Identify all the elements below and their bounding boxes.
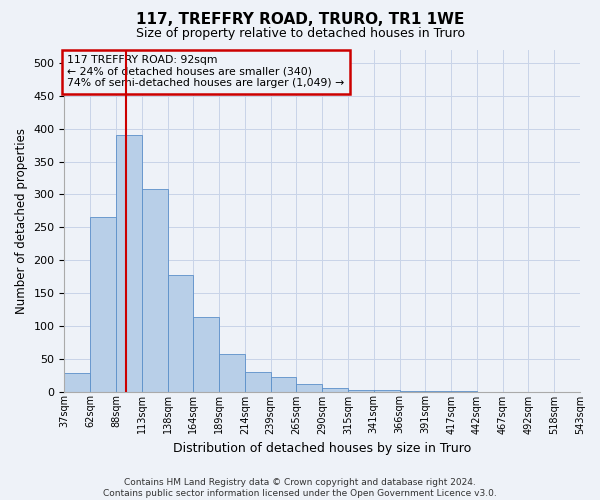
Bar [425, 391, 451, 392]
Bar [116, 136, 142, 392]
Text: 117 TREFFRY ROAD: 92sqm
← 24% of detached houses are smaller (340)
74% of semi-d: 117 TREFFRY ROAD: 92sqm ← 24% of detache… [67, 55, 344, 88]
Bar [322, 388, 348, 392]
Bar [348, 390, 374, 392]
Bar [64, 373, 90, 392]
Bar [296, 384, 322, 392]
Text: Contains HM Land Registry data © Crown copyright and database right 2024.
Contai: Contains HM Land Registry data © Crown c… [103, 478, 497, 498]
Bar [90, 218, 116, 392]
Bar [142, 189, 167, 392]
Bar [374, 390, 400, 392]
X-axis label: Distribution of detached houses by size in Truro: Distribution of detached houses by size … [173, 442, 472, 455]
Bar [167, 274, 193, 392]
Y-axis label: Number of detached properties: Number of detached properties [15, 128, 28, 314]
Text: 117, TREFFRY ROAD, TRURO, TR1 1WE: 117, TREFFRY ROAD, TRURO, TR1 1WE [136, 12, 464, 28]
Bar [451, 391, 477, 392]
Bar [219, 354, 245, 392]
Bar [193, 318, 219, 392]
Bar [271, 377, 296, 392]
Bar [245, 372, 271, 392]
Text: Size of property relative to detached houses in Truro: Size of property relative to detached ho… [136, 28, 464, 40]
Bar [400, 391, 425, 392]
